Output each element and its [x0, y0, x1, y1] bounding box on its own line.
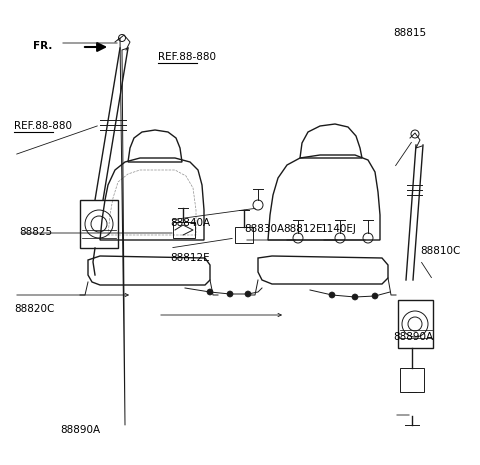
Text: 88812E: 88812E — [283, 224, 323, 234]
Circle shape — [227, 291, 233, 297]
Text: REF.88-880: REF.88-880 — [158, 52, 216, 62]
Circle shape — [372, 293, 378, 299]
Text: 88810C: 88810C — [420, 246, 460, 256]
Text: REF.88-880: REF.88-880 — [14, 120, 72, 131]
Bar — [398, 300, 433, 348]
Text: 88890A: 88890A — [60, 425, 100, 435]
Text: 88825: 88825 — [19, 227, 52, 238]
Text: 1140EJ: 1140EJ — [321, 224, 357, 234]
Circle shape — [245, 291, 251, 297]
Bar — [400, 368, 424, 392]
Text: 88820C: 88820C — [14, 304, 55, 314]
Bar — [80, 200, 118, 248]
Bar — [235, 227, 253, 243]
Text: 88812E: 88812E — [170, 253, 210, 263]
Circle shape — [207, 289, 213, 295]
Bar — [173, 222, 195, 238]
Text: FR.: FR. — [33, 41, 52, 52]
Text: 88815: 88815 — [394, 28, 427, 39]
Text: 88890A: 88890A — [394, 332, 434, 342]
Text: 88840A: 88840A — [170, 218, 211, 228]
Circle shape — [352, 294, 358, 300]
Circle shape — [329, 292, 335, 298]
Text: 88830A: 88830A — [244, 224, 284, 234]
